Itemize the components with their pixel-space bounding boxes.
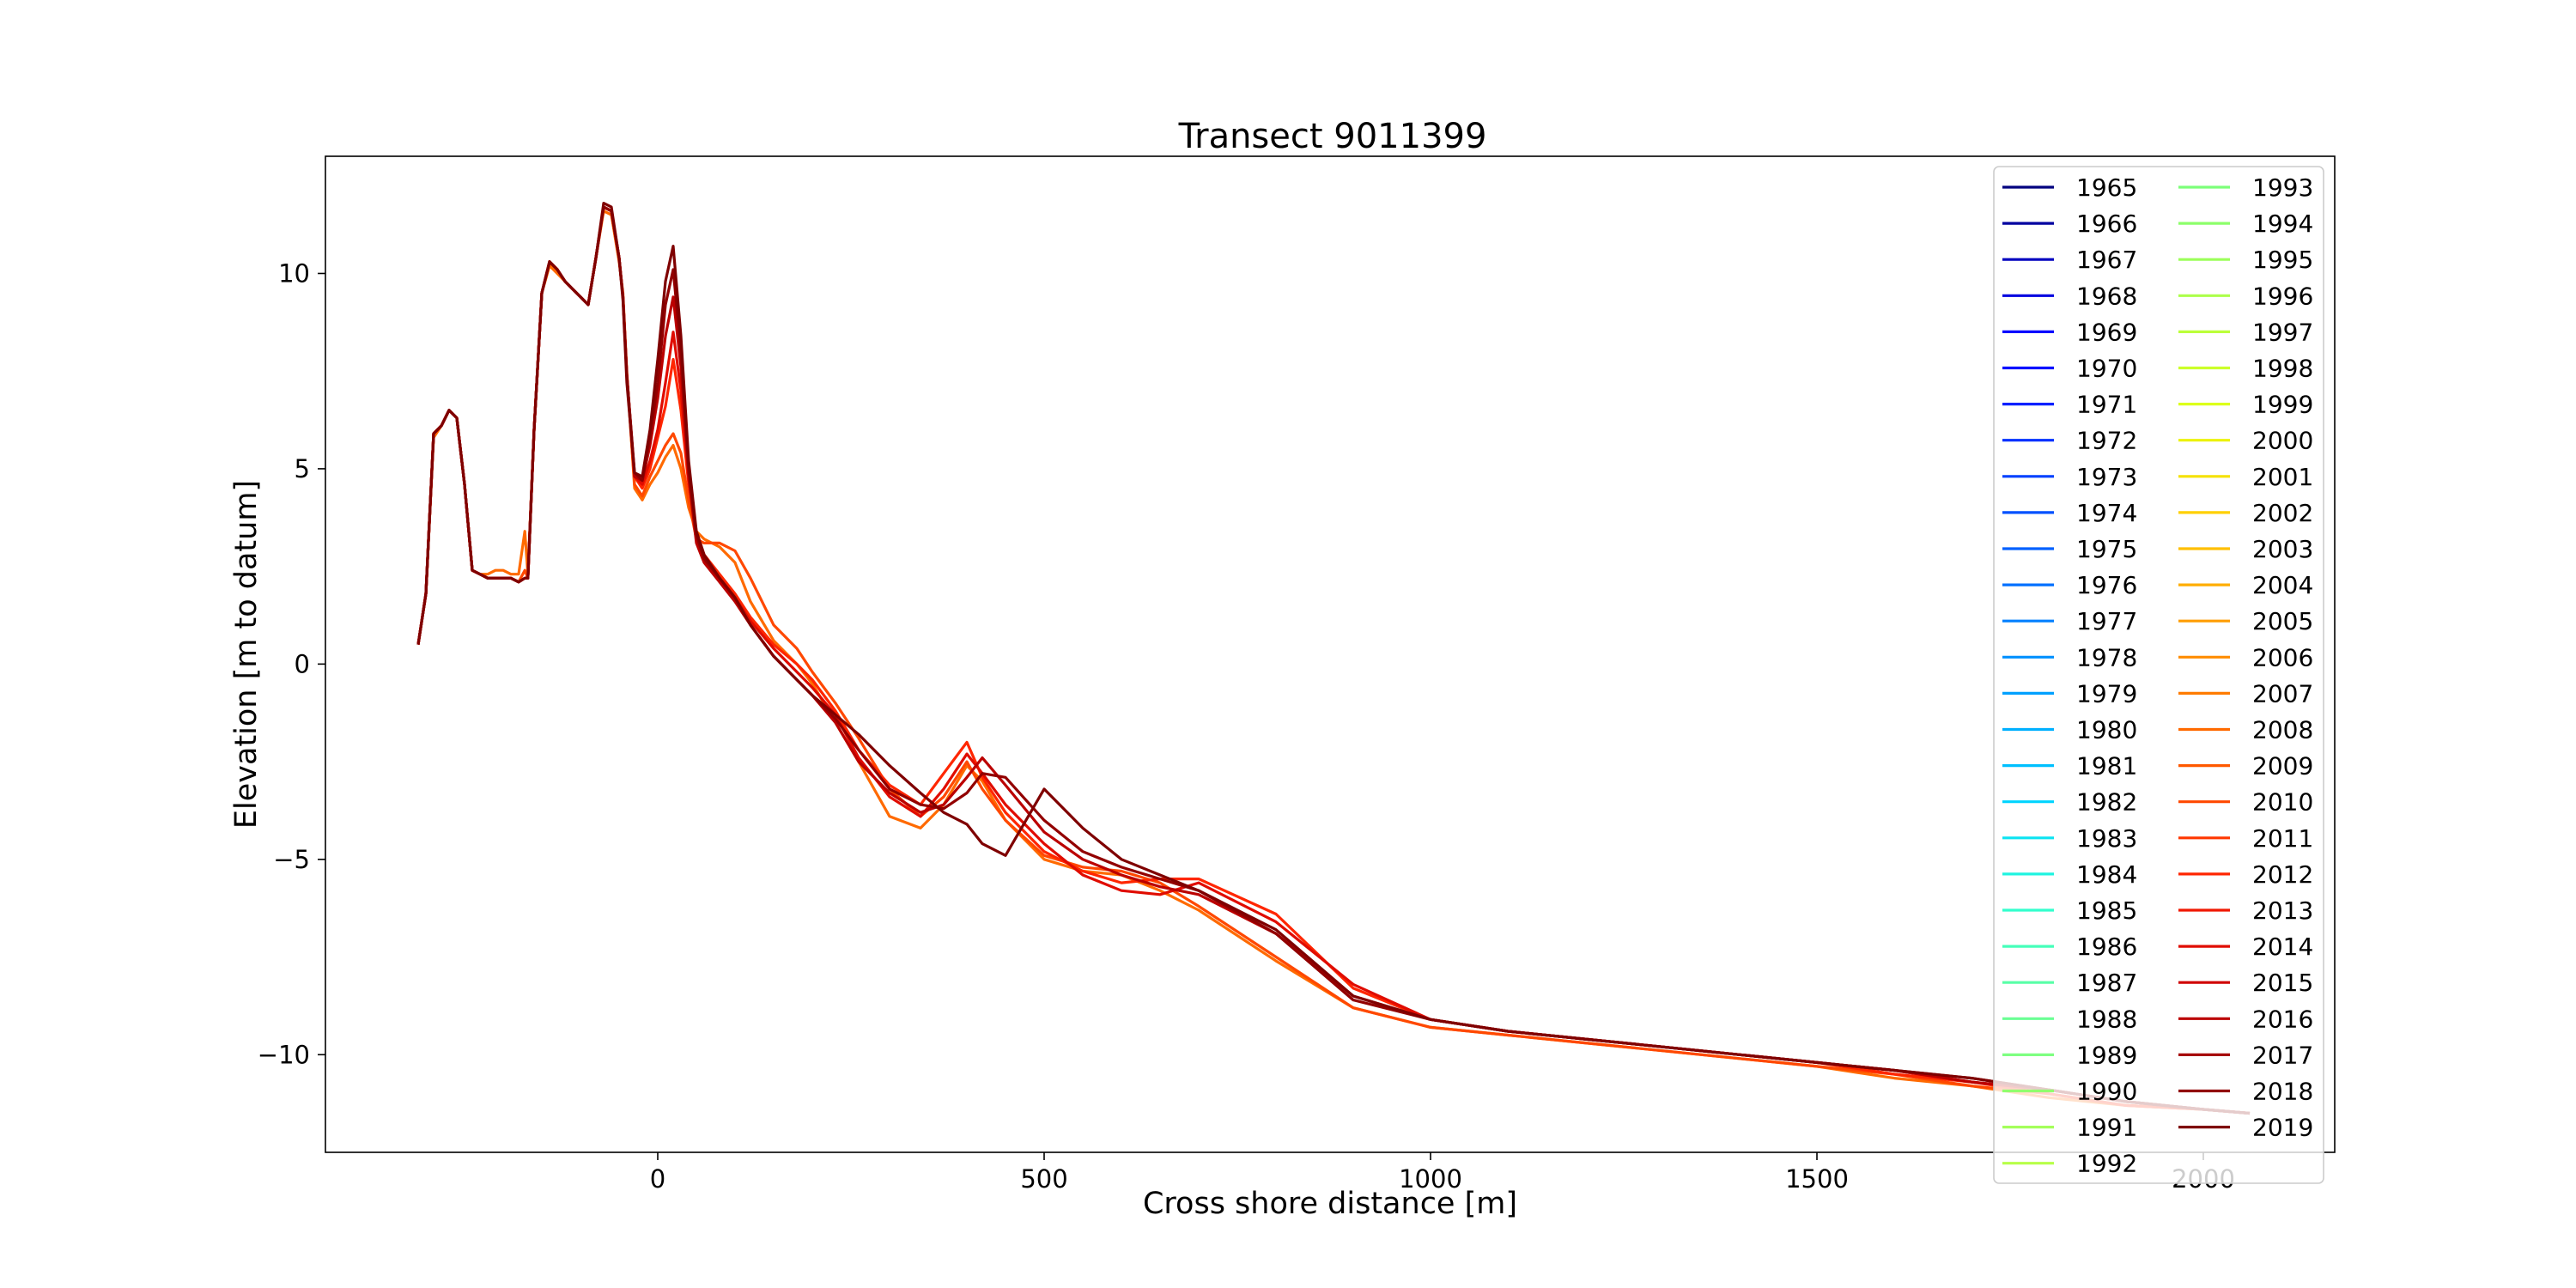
legend-label-2002: 2002 xyxy=(2252,499,2313,527)
legend-label-1990: 1990 xyxy=(2076,1078,2137,1106)
legend-label-1997: 1997 xyxy=(2252,318,2313,346)
legend-label-1981: 1981 xyxy=(2076,752,2137,781)
plot-frame xyxy=(325,155,2336,1153)
legend-label-2019: 2019 xyxy=(2252,1114,2313,1142)
legend-label-1967: 1967 xyxy=(2076,246,2137,274)
legend-label-2018: 2018 xyxy=(2252,1078,2313,1106)
legend-label-1993: 1993 xyxy=(2252,173,2313,202)
y-tick-label: −5 xyxy=(273,845,310,874)
legend-label-1966: 1966 xyxy=(2076,210,2137,238)
legend-label-1995: 1995 xyxy=(2252,246,2313,274)
legend-label-2009: 2009 xyxy=(2252,752,2313,781)
legend-label-1991: 1991 xyxy=(2076,1114,2137,1142)
legend-label-2003: 2003 xyxy=(2252,535,2313,563)
legend-label-2012: 2012 xyxy=(2252,860,2313,889)
legend-label-1982: 1982 xyxy=(2076,788,2137,817)
series-line-2012 xyxy=(416,205,2251,1115)
legend-label-1980: 1980 xyxy=(2076,716,2137,744)
legend-label-2017: 2017 xyxy=(2252,1041,2313,1069)
x-tick-label: 1500 xyxy=(1785,1164,1849,1194)
legend-label-2005: 2005 xyxy=(2252,607,2313,635)
legend-label-2006: 2006 xyxy=(2252,643,2313,671)
legend-label-2007: 2007 xyxy=(2252,679,2313,708)
legend-label-1971: 1971 xyxy=(2076,391,2137,419)
legend-label-1965: 1965 xyxy=(2076,173,2137,202)
series-line-2010 xyxy=(416,205,2251,1115)
legend-label-1985: 1985 xyxy=(2076,896,2137,925)
legend-label-1983: 1983 xyxy=(2076,824,2137,853)
legend-label-1987: 1987 xyxy=(2076,969,2137,997)
legend-label-1977: 1977 xyxy=(2076,607,2137,635)
legend-label-1969: 1969 xyxy=(2076,318,2137,346)
legend-label-1992: 1992 xyxy=(2076,1150,2137,1178)
y-axis: −10 −5 0 5 10 xyxy=(258,258,325,1069)
y-tick-label: 0 xyxy=(295,649,310,678)
legend-label-1988: 1988 xyxy=(2076,1005,2137,1033)
series-line-2018 xyxy=(416,205,2251,1115)
y-axis-label: Elevation [m to datum] xyxy=(229,480,264,829)
legend-label-1994: 1994 xyxy=(2252,210,2313,238)
y-tick-label: 5 xyxy=(295,454,310,483)
series-line-2016 xyxy=(416,205,2251,1115)
legend-label-1976: 1976 xyxy=(2076,571,2137,599)
y-tick-label: −10 xyxy=(258,1040,310,1069)
legend-label-2004: 2004 xyxy=(2252,571,2313,599)
legend-label-2016: 2016 xyxy=(2252,1005,2313,1033)
legend-label-1972: 1972 xyxy=(2076,427,2137,455)
legend-label-2000: 2000 xyxy=(2252,427,2313,455)
legend-label-2014: 2014 xyxy=(2252,933,2313,961)
legend-box xyxy=(1993,166,2324,1184)
series-line-2019 xyxy=(416,202,2251,1115)
legend-label-1984: 1984 xyxy=(2076,860,2137,889)
chart-title: Transect 9011399 xyxy=(1178,117,1487,156)
legend-label-1978: 1978 xyxy=(2076,643,2137,671)
legend: 1965 1966 1967 1968 1969 1970 1971 1972 1973 1974… xyxy=(1993,166,2324,1184)
legend-label-1986: 1986 xyxy=(2076,933,2137,961)
legend-label-1974: 1974 xyxy=(2076,499,2137,527)
series-layer xyxy=(416,202,2251,1115)
legend-label-1999: 1999 xyxy=(2252,391,2313,419)
legend-label-1975: 1975 xyxy=(2076,535,2137,563)
legend-label-2001: 2001 xyxy=(2252,463,2313,491)
legend-label-1998: 1998 xyxy=(2252,355,2313,383)
x-tick-label: 1000 xyxy=(1399,1164,1462,1194)
x-axis-label: Cross shore distance [m] xyxy=(1143,1187,1517,1221)
legend-label-1973: 1973 xyxy=(2076,463,2137,491)
x-tick-label: 0 xyxy=(650,1164,665,1194)
legend-label-1970: 1970 xyxy=(2076,355,2137,383)
legend-label-2015: 2015 xyxy=(2252,969,2313,997)
legend-label-1968: 1968 xyxy=(2076,282,2137,310)
legend-label-2008: 2008 xyxy=(2252,716,2313,744)
x-tick-label: 500 xyxy=(1020,1164,1067,1194)
legend-label-2011: 2011 xyxy=(2252,824,2313,853)
legend-label-2013: 2013 xyxy=(2252,896,2313,925)
y-tick-label: 10 xyxy=(278,258,310,288)
legend-label-1979: 1979 xyxy=(2076,679,2137,708)
legend-label-2010: 2010 xyxy=(2252,788,2313,817)
series-line-2014 xyxy=(416,205,2251,1115)
legend-label-1996: 1996 xyxy=(2252,282,2313,310)
legend-label-1989: 1989 xyxy=(2076,1041,2137,1069)
